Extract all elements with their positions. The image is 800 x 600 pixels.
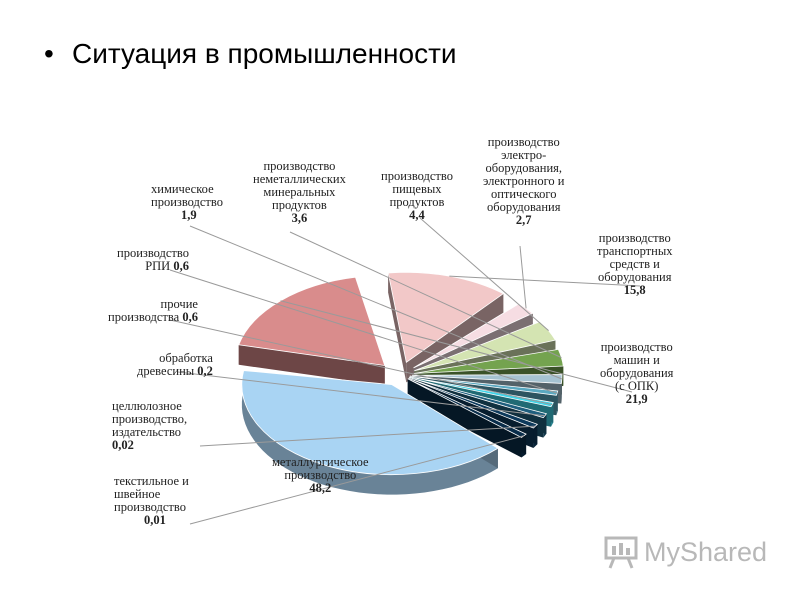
leader-line-6 bbox=[189, 225, 563, 380]
pie-slice-0 bbox=[241, 370, 499, 495]
leader-line-9 bbox=[177, 371, 545, 417]
leader-line-1 bbox=[280, 300, 633, 393]
value-food: 4,4 bbox=[409, 208, 425, 222]
label-textile: текстильное и швейное производство 0,01 bbox=[114, 474, 189, 527]
label-transport: производство транспортных средств и оборудо… bbox=[597, 231, 673, 297]
value-textile: 0,01 bbox=[144, 513, 166, 527]
pie-slice-wall-1-0 bbox=[238, 344, 385, 386]
value-machinery: 21,9 bbox=[625, 392, 648, 406]
value-other: 0,6 bbox=[182, 310, 198, 324]
pie-slice-11 bbox=[407, 378, 527, 458]
leader-line-5 bbox=[289, 231, 562, 359]
pie-slice-top-5 bbox=[413, 348, 564, 374]
pie-slice-side-0 bbox=[241, 370, 498, 495]
value-electrical: 2,7 bbox=[515, 213, 532, 227]
value-wood: 0,2 bbox=[197, 364, 213, 378]
pie-slice-top-9 bbox=[408, 377, 548, 419]
leader-line-2 bbox=[449, 275, 641, 287]
leader-line-11 bbox=[189, 435, 524, 525]
label-food: производство пищевых продуктов 4,4 bbox=[381, 169, 453, 222]
pie-slice-top-6 bbox=[411, 374, 563, 384]
pie-slice-top-2 bbox=[387, 271, 505, 364]
value-transport: 15,8 bbox=[623, 283, 646, 297]
pie-slice-wall-2-0 bbox=[388, 273, 407, 383]
slide-title: • Ситуация в промышленности bbox=[44, 38, 457, 70]
label-pulp: целлюлозное производство, издательство 0,0… bbox=[112, 399, 188, 452]
pie-slice-top-3 bbox=[413, 303, 534, 369]
value-chemical: 1,9 bbox=[181, 208, 197, 222]
watermark: MyShared bbox=[604, 532, 767, 572]
leader-line-10 bbox=[199, 425, 536, 447]
watermark-text: MyShared bbox=[644, 536, 768, 567]
value-nonmetallic: 3,6 bbox=[291, 211, 308, 225]
value-rpi: 0,6 bbox=[173, 259, 189, 273]
value-metallurgy: 48,2 bbox=[309, 481, 332, 495]
presentation-board-icon bbox=[604, 536, 638, 569]
label-machinery: производство машин и оборудования (с ОПК) 2… bbox=[600, 340, 674, 406]
label-nonmetallic: производство неметаллических минеральных пр… bbox=[253, 159, 346, 225]
leader-line-4 bbox=[419, 217, 549, 332]
pie-slice-top-8 bbox=[409, 376, 554, 408]
label-other: прочие производства 0,6 bbox=[108, 297, 198, 324]
label-chemical: химическое производство 1,9 bbox=[151, 182, 223, 222]
pie-slice-wall-11-1 bbox=[407, 378, 522, 458]
leader-line-7 bbox=[169, 269, 558, 394]
label-metallurgy: металлургическое производство 48,2 bbox=[272, 455, 369, 495]
leader-line-3 bbox=[519, 245, 527, 309]
label-rpi: производство РПИ 0,6 bbox=[117, 246, 189, 273]
bullet: • bbox=[44, 38, 54, 69]
pie-slice-top-0 bbox=[241, 370, 499, 475]
label-electrical: производство электро-оборудования, электро… bbox=[483, 135, 565, 227]
label-wood: обработка древесины 0,2 bbox=[137, 351, 213, 378]
value-pulp: 0,02 bbox=[112, 438, 134, 452]
leader-line-8 bbox=[169, 319, 553, 406]
pie-slice-top-11 bbox=[407, 378, 527, 438]
title-text: Ситуация в промышленности bbox=[72, 38, 457, 69]
